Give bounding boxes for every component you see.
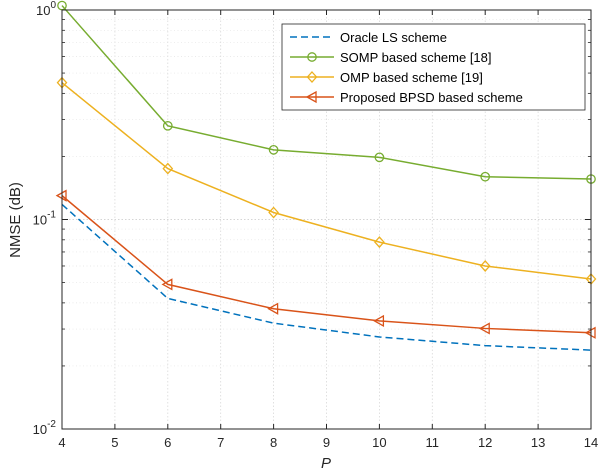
legend: Oracle LS scheme SOMP based scheme [18] OM… bbox=[281, 23, 586, 111]
legend-entry-label: Oracle LS scheme bbox=[340, 30, 447, 45]
x-tick-label: 10 bbox=[372, 435, 386, 450]
x-tick-label: 5 bbox=[111, 435, 118, 450]
x-tick-label: 6 bbox=[164, 435, 171, 450]
data-point-series-2 bbox=[480, 171, 491, 182]
data-point-series-4 bbox=[478, 322, 490, 335]
data-point-series-2 bbox=[374, 152, 385, 163]
ticks: 4 5 6 7 8 9 10 11 12 13 14 10-2 10-1 100 bbox=[33, 0, 599, 450]
legend-swatch-marker bbox=[306, 71, 318, 83]
x-tick-label: 7 bbox=[217, 435, 224, 450]
legend-swatch-marker bbox=[307, 52, 317, 62]
y-tick-label: 10-1 bbox=[33, 210, 57, 228]
legend-swatch-marker bbox=[305, 90, 317, 104]
x-tick-label: 11 bbox=[426, 435, 440, 450]
data-point-series-2 bbox=[268, 145, 279, 155]
series-line-2 bbox=[61, 5, 592, 180]
grid bbox=[62, 10, 591, 429]
series-line-1 bbox=[61, 203, 592, 351]
x-tick-label: 9 bbox=[323, 435, 330, 450]
data-point-series-2 bbox=[162, 120, 173, 131]
legend-entry-label: Proposed BPSD based scheme bbox=[340, 90, 523, 105]
y-axis-title: NMSE (dB) bbox=[7, 182, 24, 258]
legend-entry-label: SOMP based scheme [18] bbox=[340, 50, 492, 65]
x-tick-label: 14 bbox=[584, 435, 598, 450]
series-line-4 bbox=[61, 195, 592, 334]
data-point-series-3 bbox=[268, 206, 279, 219]
legend-box bbox=[281, 23, 586, 111]
x-tick-label: 12 bbox=[478, 435, 492, 450]
data-point-series-4 bbox=[267, 302, 279, 315]
data-point-series-4 bbox=[373, 314, 385, 328]
y-tick-label: 100 bbox=[36, 0, 56, 18]
legend-entry-label: OMP based scheme [19] bbox=[340, 70, 483, 85]
y-tick-label: 10-2 bbox=[33, 419, 57, 437]
data-point-series-3 bbox=[162, 162, 174, 175]
series-line-3 bbox=[61, 82, 592, 280]
x-tick-label: 13 bbox=[531, 435, 545, 450]
x-axis-title: P bbox=[321, 455, 331, 472]
data-point-series-4 bbox=[161, 278, 173, 291]
data-point-series-3 bbox=[479, 260, 491, 272]
x-tick-label: 8 bbox=[270, 435, 277, 450]
x-tick-label: 4 bbox=[58, 435, 65, 450]
data-point-series-3 bbox=[374, 236, 385, 249]
